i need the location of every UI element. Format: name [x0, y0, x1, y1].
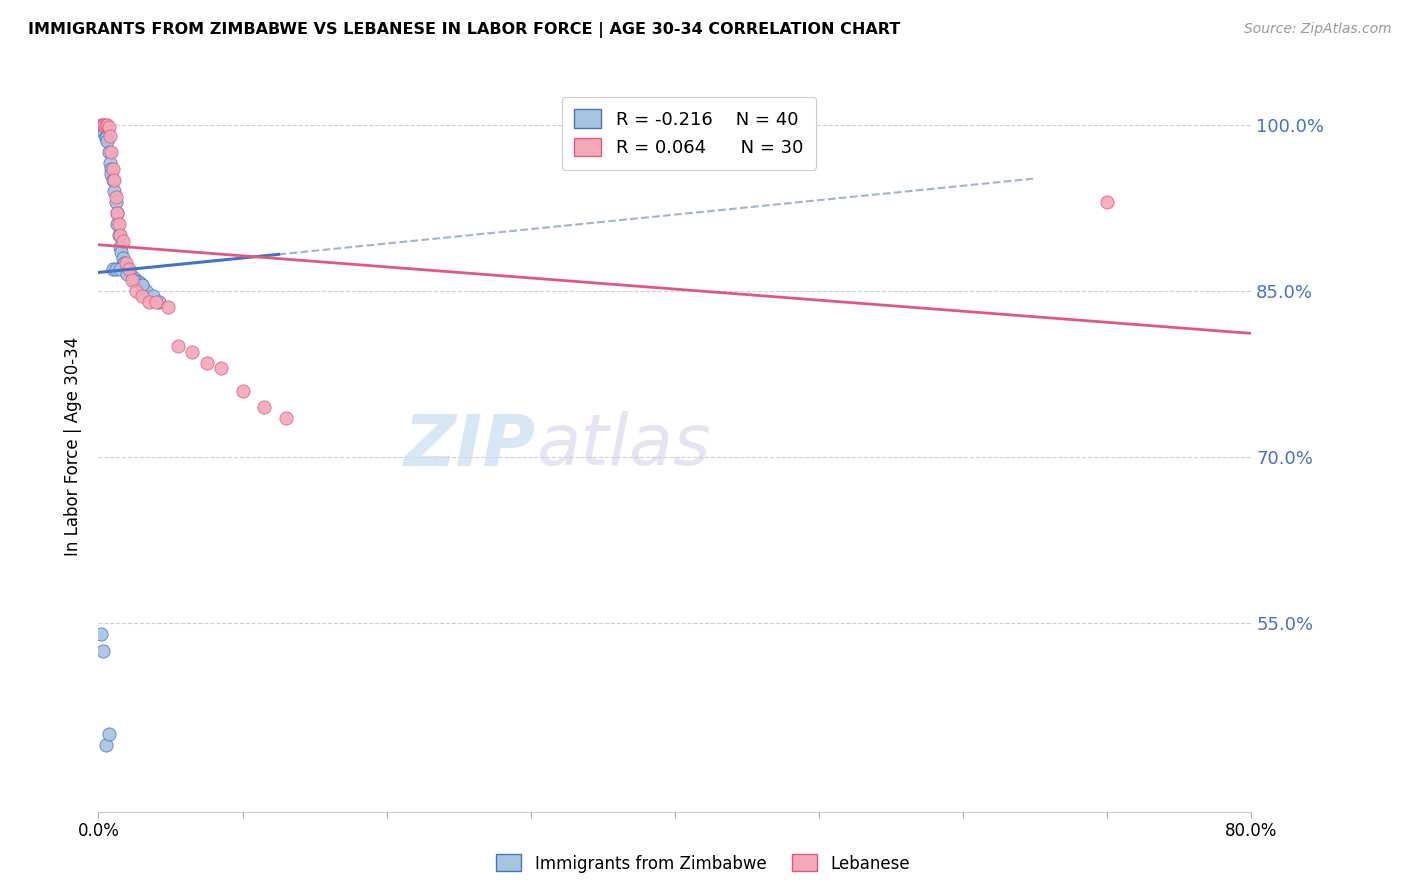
Point: [90, 118, 112, 132]
Point: [91, 120, 114, 134]
Point: [111, 234, 134, 248]
Point: [209, 361, 232, 376]
Point: [135, 284, 157, 298]
Point: [142, 289, 165, 303]
Point: [107, 218, 129, 232]
Point: [195, 356, 218, 370]
Point: [100, 161, 122, 176]
Text: Source: ZipAtlas.com: Source: ZipAtlas.com: [1244, 22, 1392, 37]
Point: [121, 273, 143, 287]
Point: [105, 218, 128, 232]
Point: [96, 134, 118, 148]
Point: [93, 123, 115, 137]
Point: [120, 267, 142, 281]
Point: [98, 156, 121, 170]
Text: IMMIGRANTS FROM ZIMBABWE VS LEBANESE IN LABOR FORCE | AGE 30-34 CORRELATION CHAR: IMMIGRANTS FROM ZIMBABWE VS LEBANESE IN …: [28, 22, 900, 38]
Point: [101, 161, 124, 176]
Point: [114, 256, 136, 270]
Point: [91, 118, 114, 132]
Point: [112, 256, 135, 270]
Point: [231, 384, 254, 398]
Point: [100, 168, 122, 182]
Point: [108, 261, 131, 276]
Point: [93, 118, 115, 132]
Point: [111, 251, 134, 265]
Point: [103, 173, 125, 187]
Legend: Immigrants from Zimbabwe, Lebanese: Immigrants from Zimbabwe, Lebanese: [489, 847, 917, 880]
Point: [124, 273, 146, 287]
Text: atlas: atlas: [537, 411, 711, 481]
Point: [117, 267, 139, 281]
Point: [156, 301, 179, 315]
Point: [107, 228, 129, 243]
Point: [100, 145, 122, 160]
Point: [103, 184, 125, 198]
Point: [131, 289, 153, 303]
Point: [117, 264, 139, 278]
Point: [131, 278, 153, 293]
Point: [90, 627, 112, 641]
Point: [105, 206, 128, 220]
Point: [104, 189, 127, 203]
Point: [114, 261, 136, 276]
Point: [105, 206, 128, 220]
Point: [253, 401, 276, 415]
Point: [125, 284, 148, 298]
Point: [101, 173, 124, 187]
Text: ZIP: ZIP: [405, 411, 537, 481]
Point: [97, 120, 120, 134]
Point: [94, 128, 117, 143]
Point: [138, 294, 160, 309]
Point: [108, 239, 131, 253]
Y-axis label: In Labor Force | Age 30-34: In Labor Force | Age 30-34: [65, 336, 83, 556]
Point: [97, 727, 120, 741]
Point: [101, 261, 124, 276]
Point: [108, 228, 131, 243]
Point: [1097, 195, 1119, 210]
Point: [124, 270, 146, 285]
Point: [128, 275, 150, 289]
Point: [104, 261, 127, 276]
Point: [110, 245, 132, 260]
Point: [104, 195, 127, 210]
Point: [145, 294, 167, 309]
Point: [94, 738, 117, 752]
Point: [118, 261, 141, 276]
Point: [97, 145, 120, 160]
Point: [96, 118, 118, 132]
Point: [148, 294, 170, 309]
Point: [274, 411, 297, 425]
Point: [94, 118, 117, 132]
Legend: R = -0.216    N = 40, R = 0.064      N = 30: R = -0.216 N = 40, R = 0.064 N = 30: [561, 96, 815, 169]
Point: [98, 128, 121, 143]
Point: [91, 644, 114, 658]
Point: [94, 131, 117, 145]
Point: [93, 127, 115, 141]
Point: [166, 339, 188, 353]
Point: [181, 344, 204, 359]
Point: [131, 278, 153, 293]
